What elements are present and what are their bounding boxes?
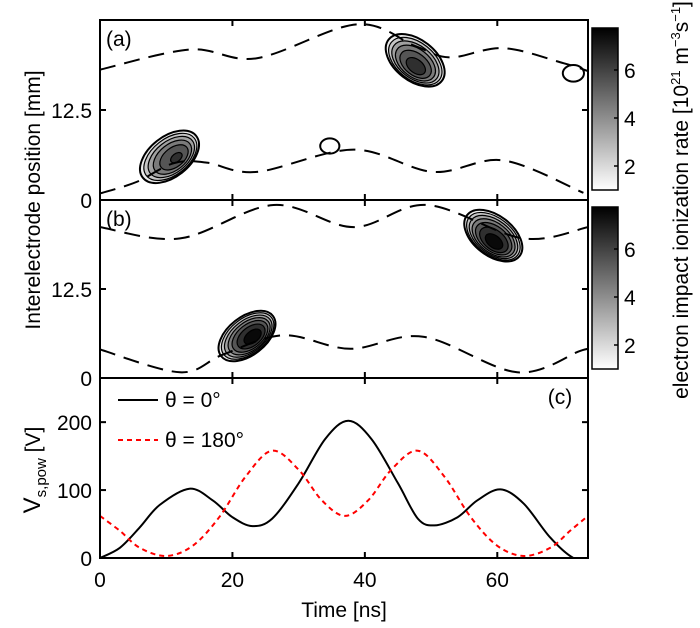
ionization-maximum	[463, 208, 524, 263]
y-tick-label: 0	[80, 548, 92, 571]
y-tick-label: 12.5	[51, 100, 92, 123]
x-tick-label: 20	[221, 569, 244, 592]
x-axis-label: Time [ns]	[301, 599, 387, 622]
colorbar: 2 4 6	[591, 27, 636, 191]
ionization-maximum	[319, 137, 341, 155]
colorbar-tick-label: 6	[624, 239, 636, 262]
panel-c: θ = 0° θ = 180° 0 20 40 60 0 100 200 (c)	[57, 377, 589, 592]
sheath-edge-lower	[100, 148, 584, 195]
colorbar-gradient	[591, 206, 619, 370]
colorbar-tick-label: 4	[624, 287, 636, 310]
x-tick-label: 60	[486, 569, 509, 592]
colorbar-label-exp: 21	[668, 70, 683, 84]
plot-area	[100, 419, 588, 558]
sheath-edge-lower	[100, 334, 588, 374]
panel-a: 0 12.5 (a)	[51, 19, 589, 213]
colorbar-tick-label: 4	[624, 108, 636, 131]
y-tick-label: 0	[80, 190, 92, 213]
contour-level	[484, 233, 504, 250]
panel-label: (c)	[548, 386, 573, 409]
panel-label: (a)	[106, 28, 132, 51]
ionization-maximum	[561, 64, 586, 83]
legend-label: θ = 0°	[165, 389, 221, 412]
ionization-maximum	[217, 309, 277, 363]
contour-level	[170, 151, 183, 164]
legend-label: θ = 180°	[165, 429, 244, 452]
colorbar-label-exp: −3	[668, 32, 683, 47]
colorbar-label-unit: s	[670, 22, 693, 33]
panel-frame	[99, 377, 589, 559]
contour-level	[243, 328, 262, 345]
ionization-maximum	[384, 33, 446, 88]
contour-level	[561, 64, 586, 83]
series-line-0	[100, 419, 588, 558]
y-tick-label: 100	[57, 480, 92, 503]
colorbar-label-main: electron impact ionization rate [10	[670, 85, 693, 399]
contour-level	[405, 56, 427, 76]
colorbar-label-unit: m	[670, 47, 693, 70]
voltage-unit: [V]	[22, 427, 45, 459]
y-axis-label-voltage: Vs,pow [V]	[19, 427, 50, 514]
x-tick-label: 0	[94, 569, 106, 592]
series-line-1	[100, 449, 588, 558]
colorbar-tick-label: 2	[624, 156, 636, 179]
sheath-edge-upper	[100, 23, 588, 73]
colorbar-label-exp: −1	[668, 7, 683, 22]
x-tick-label: 40	[353, 569, 376, 592]
plot-area	[100, 203, 588, 374]
voltage-subscript: s,pow	[33, 458, 50, 497]
y-axis-label-position: Interelectrode position [mm]	[22, 70, 45, 329]
y-tick-label: 12.5	[51, 279, 92, 302]
plot-area	[100, 23, 588, 195]
panel-b: 0 12.5 (b)	[51, 199, 589, 391]
contour-level	[319, 137, 341, 155]
colorbar-label-end: ]	[670, 1, 693, 7]
ionization-maximum	[139, 129, 200, 185]
panel-label: (b)	[106, 208, 132, 231]
y-tick-label: 0	[80, 368, 92, 391]
sheath-edge-upper	[100, 203, 588, 241]
colorbar-gradient	[591, 27, 619, 191]
colorbar-label: electron impact ionization rate [1021 m−…	[668, 1, 693, 399]
colorbar: 2 4 6	[591, 206, 636, 370]
colorbar-tick-label: 6	[624, 60, 636, 83]
colorbar-tick-label: 2	[624, 335, 636, 358]
y-tick-label: 200	[57, 412, 92, 435]
voltage-symbol: V	[19, 497, 46, 513]
